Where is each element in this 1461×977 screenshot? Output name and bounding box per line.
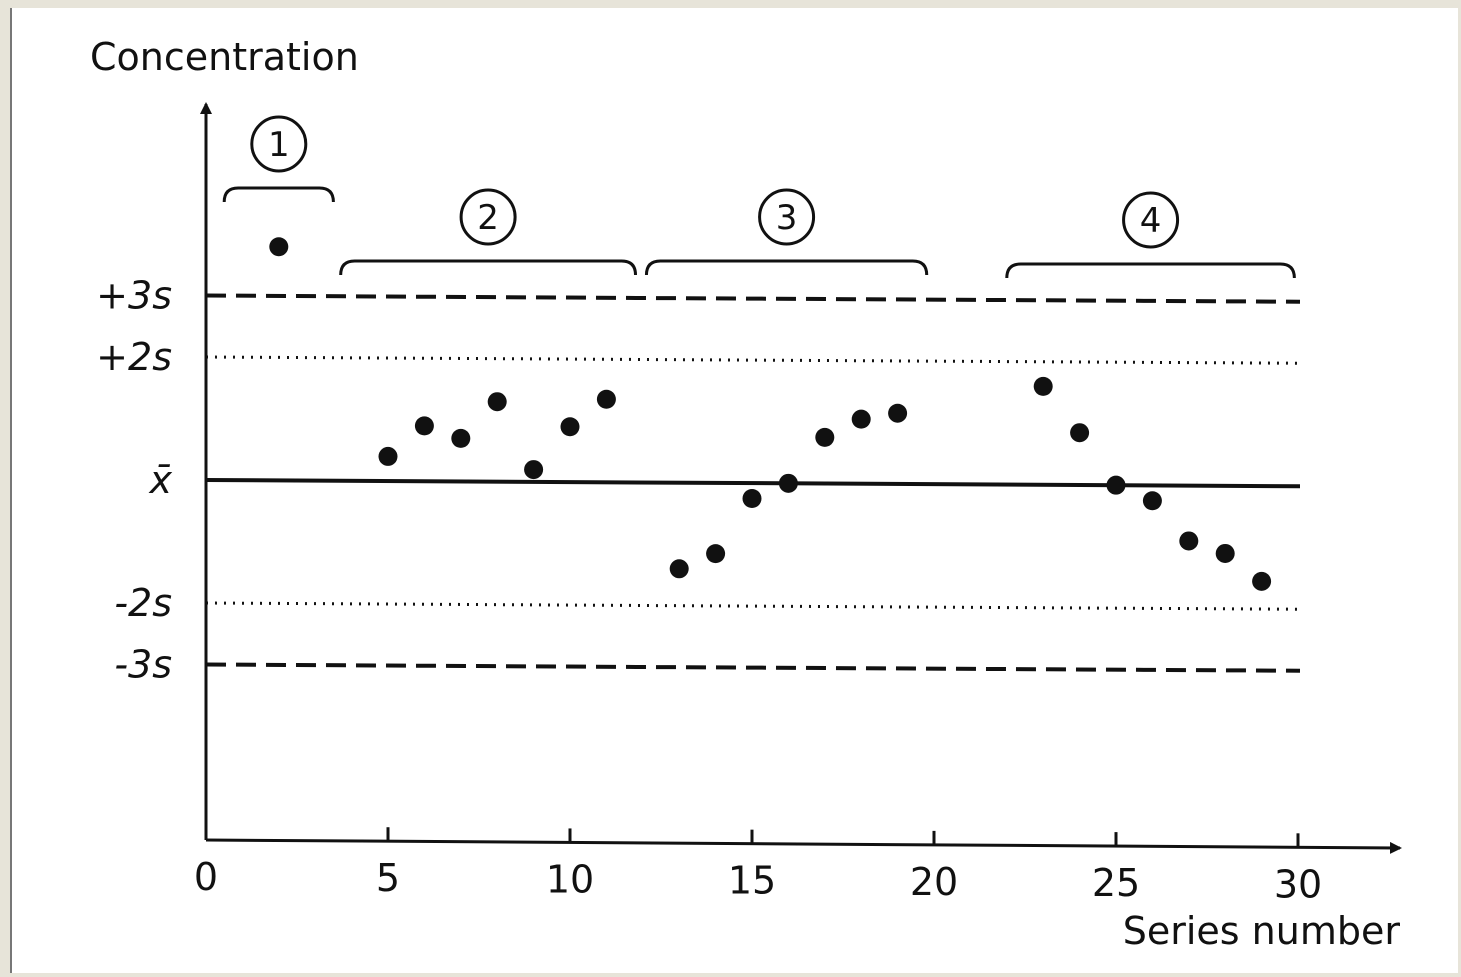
data-point-14 [888, 403, 908, 423]
x-tick-label-6: 30 [1274, 862, 1322, 906]
group-bracket-2 [339, 259, 638, 276]
data-point-0 [269, 237, 289, 257]
reference-lines: +3s +2s x̄ -2s -3s [96, 274, 1301, 687]
ref-label-3: -2s [114, 581, 172, 625]
data-point-19 [1179, 531, 1199, 551]
axes [200, 102, 1402, 854]
group-circle-4 [1122, 191, 1180, 249]
data-point-13 [851, 409, 871, 429]
data-point-20 [1215, 543, 1235, 563]
group-bracket-1 [222, 186, 335, 203]
group-bracket-3 [644, 259, 929, 276]
data-point-17 [1106, 475, 1126, 495]
group-circle-1 [250, 115, 308, 173]
group-circle-2 [459, 188, 517, 246]
data-point-18 [1142, 491, 1162, 511]
data-point-1 [378, 446, 398, 466]
x-tick-label-2: 10 [546, 857, 594, 901]
ref-line-4 [205, 662, 1301, 673]
data-points [269, 237, 1272, 591]
ref-label-0: +3s [96, 274, 172, 318]
group-label-2: 2 [477, 198, 499, 238]
data-point-9 [706, 544, 726, 564]
group-label-1: 1 [268, 125, 290, 165]
y-axis-title: Concentration [90, 35, 359, 79]
x-axis-title: Series number [1123, 909, 1401, 953]
data-point-5 [524, 460, 544, 480]
ref-line-3 [205, 601, 1301, 611]
ref-line-2 [205, 478, 1301, 489]
group-circle-3 [758, 188, 816, 246]
data-point-12 [815, 427, 835, 447]
x-ticks: 0 5 10 15 20 25 30 [194, 827, 1322, 906]
ref-label-1: +2s [96, 335, 172, 379]
ref-label-2: x̄ [149, 458, 173, 502]
data-point-4 [487, 392, 507, 412]
data-point-3 [451, 428, 471, 448]
ref-label-4: -3s [114, 643, 172, 687]
x-tick-label-0: 0 [194, 855, 218, 899]
x-tick-label-5: 25 [1092, 861, 1140, 905]
data-point-2 [414, 416, 434, 436]
data-point-21 [1252, 571, 1272, 591]
group-bracket-4 [1005, 262, 1296, 279]
data-point-16 [1070, 423, 1090, 443]
ref-line-0 [205, 293, 1301, 304]
data-point-15 [1033, 376, 1053, 396]
control-chart: Concentration Series number +3s +2s x̄ -2s -… [90, 35, 1402, 953]
group-label-4: 4 [1140, 201, 1162, 241]
ref-line-1 [205, 355, 1301, 365]
chart-frame: Concentration Series number +3s +2s x̄ -2s -… [10, 8, 1458, 973]
group-brackets: 1 2 3 4 [222, 115, 1296, 279]
data-point-10 [742, 488, 762, 508]
data-point-7 [596, 389, 616, 409]
x-tick-label-3: 15 [728, 859, 776, 903]
x-axis-line [205, 838, 1402, 854]
x-tick-label-1: 5 [376, 856, 400, 900]
group-label-3: 3 [776, 198, 798, 238]
x-tick-label-4: 20 [910, 860, 958, 904]
data-point-11 [778, 473, 798, 493]
data-point-8 [669, 559, 689, 579]
data-point-6 [560, 417, 580, 437]
